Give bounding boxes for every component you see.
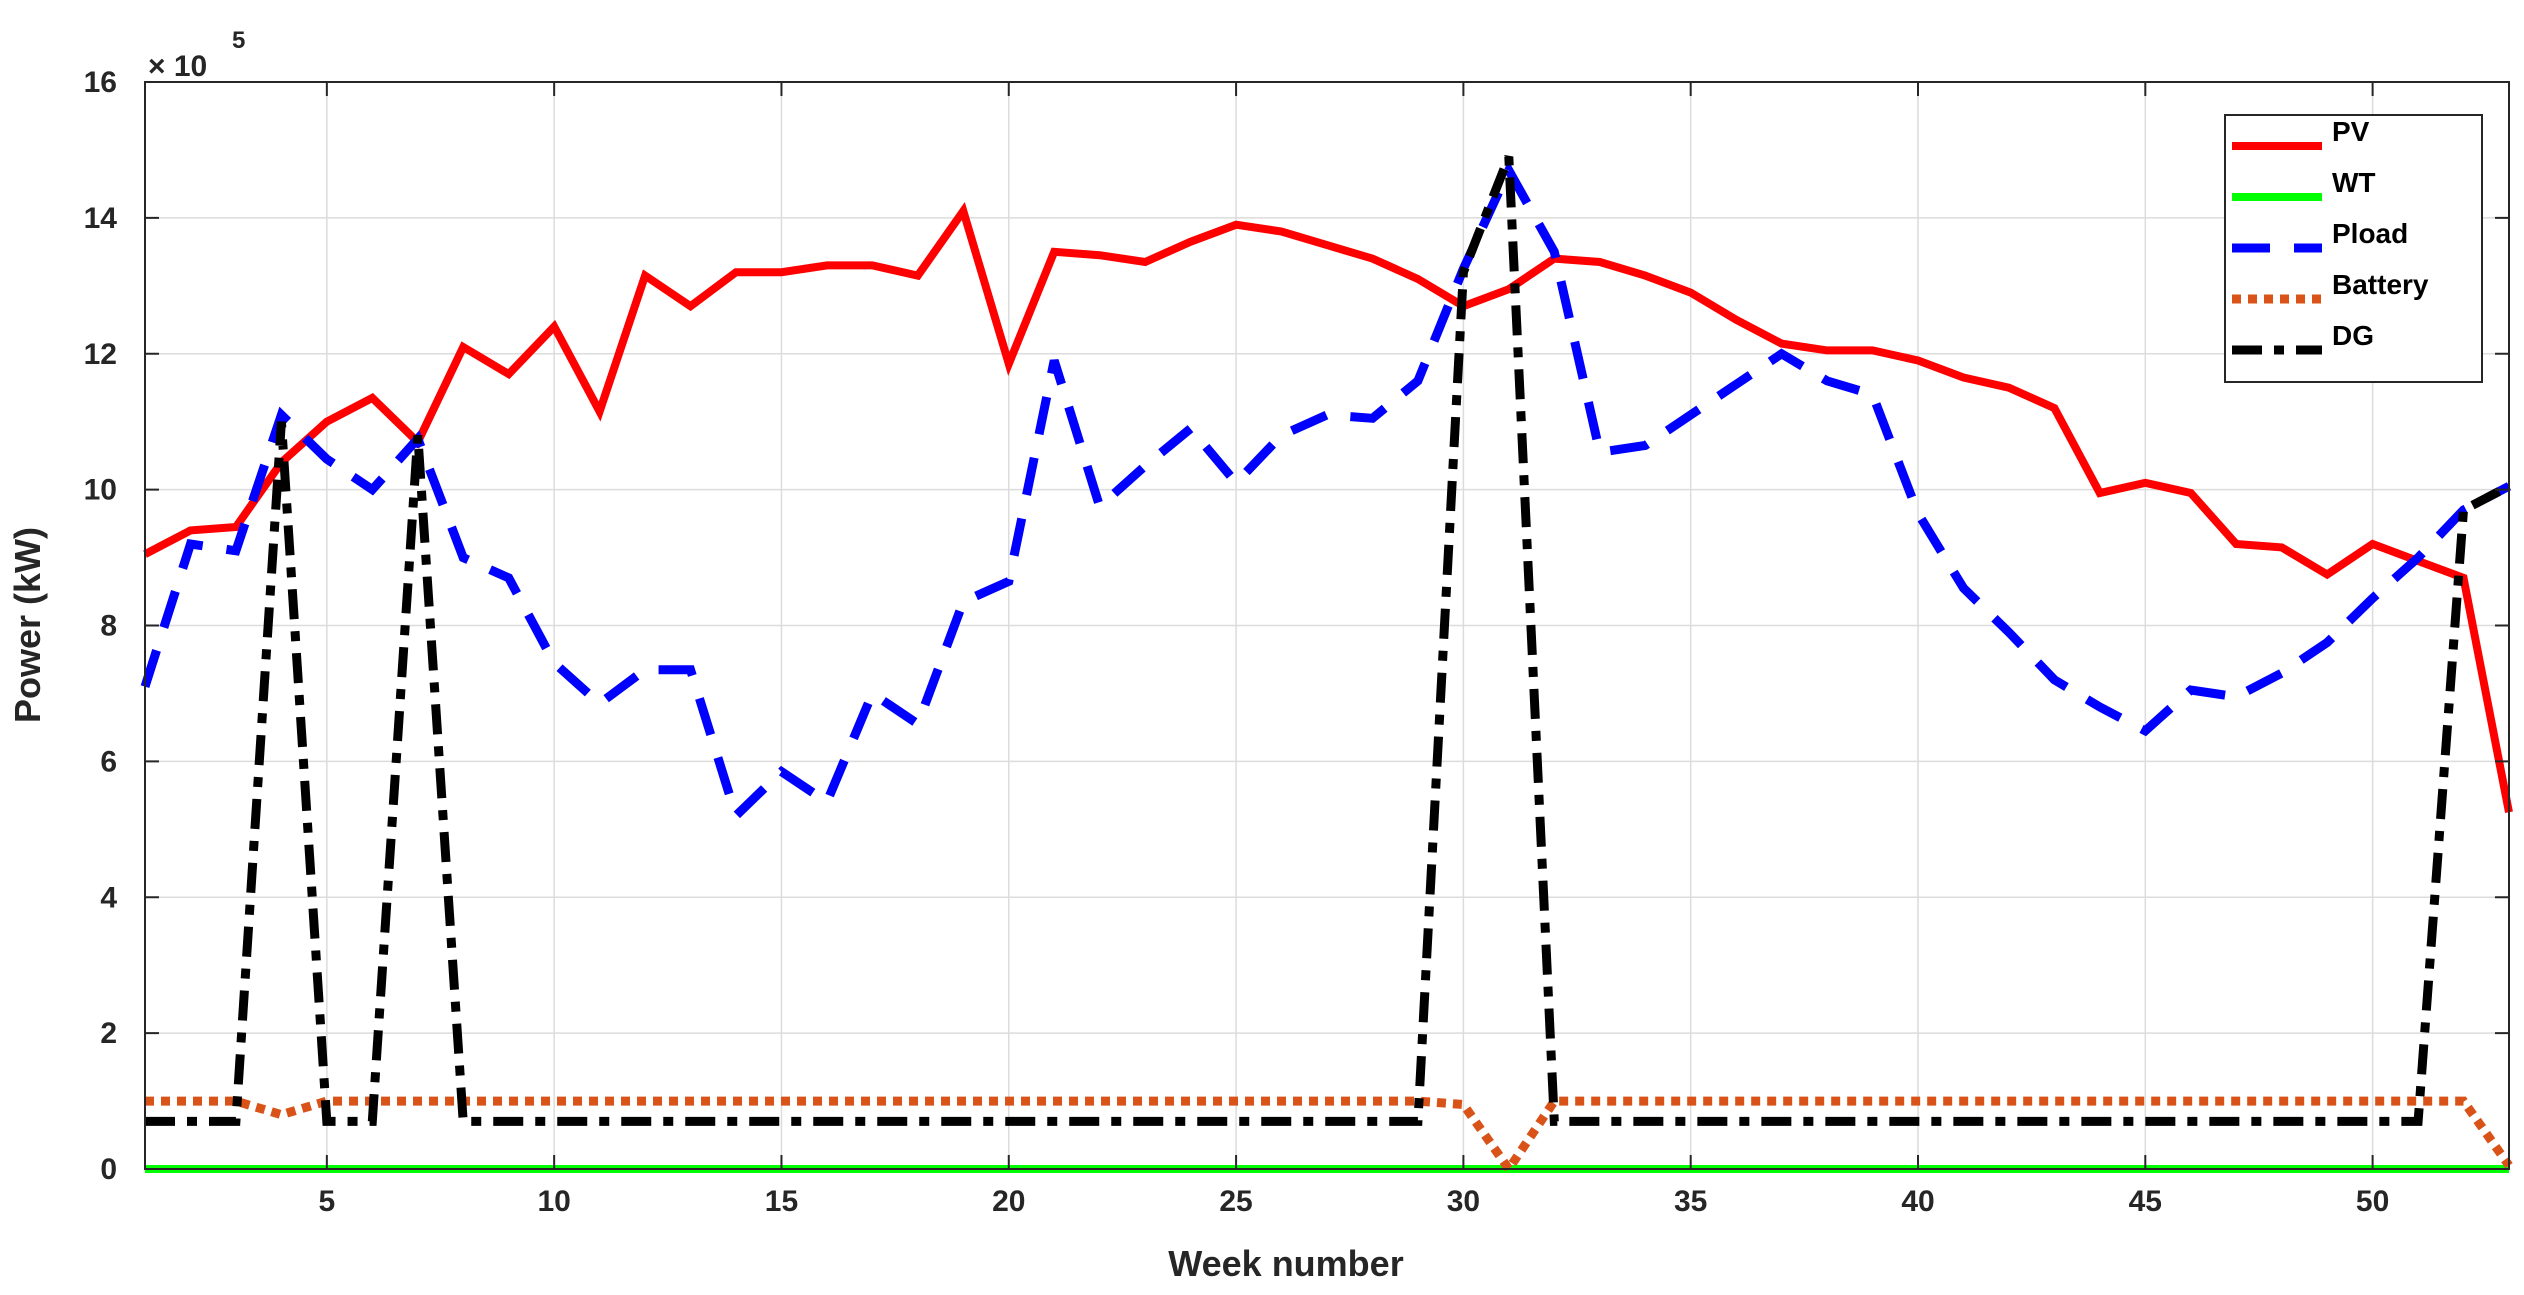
y-exponent-label: × 10 5 (148, 27, 245, 83)
x-tick-label: 45 (2129, 1185, 2162, 1218)
y-tick-label: 14 (84, 202, 118, 235)
x-tick-label: 35 (1674, 1185, 1707, 1218)
legend-label-dg: DG (2332, 320, 2374, 351)
series-line-battery (145, 1096, 2513, 1177)
x-tick-label: 40 (1901, 1185, 1934, 1218)
y-tick-label: 2 (100, 1017, 117, 1050)
y-exponent-power: 5 (232, 27, 245, 54)
y-tick-label: 12 (84, 338, 117, 371)
y-tick-label: 10 (84, 474, 117, 507)
legend-label-wt: WT (2332, 167, 2376, 198)
series-line-dg (145, 155, 2512, 1126)
legend-label-pv: PV (2332, 116, 2370, 147)
x-tick-label: 30 (1447, 1185, 1480, 1218)
y-tick-label: 16 (84, 66, 117, 99)
axis-ticks: 5 10 15 20 25 30 35 40 45 50 0 2 4 6 8 10 12 14 16 (84, 66, 2509, 1218)
x-tick-label: 15 (765, 1185, 798, 1218)
series-line-pv (143, 202, 2513, 814)
legend-label-pload: Pload (2332, 218, 2408, 249)
x-tick-label: 25 (1219, 1185, 1252, 1218)
y-tick-label: 8 (100, 610, 117, 643)
x-tick-label: 20 (992, 1185, 1025, 1218)
x-tick-label: 50 (2356, 1185, 2389, 1218)
legend-label-battery: Battery (2332, 269, 2429, 300)
y-exponent-prefix: × 10 (148, 50, 207, 83)
x-tick-label: 10 (537, 1185, 570, 1218)
x-tick-label: 5 (319, 1185, 336, 1218)
legend: PV WT Pload Battery DG (2224, 114, 2483, 383)
x-axis-title: Week number (1168, 1243, 1403, 1284)
y-tick-label: 6 (100, 745, 117, 778)
y-axis-title: Power (kW) (7, 527, 48, 723)
y-tick-label: 0 (100, 1153, 117, 1186)
y-tick-label: 4 (100, 881, 117, 914)
series-line-pload (140, 160, 2512, 825)
